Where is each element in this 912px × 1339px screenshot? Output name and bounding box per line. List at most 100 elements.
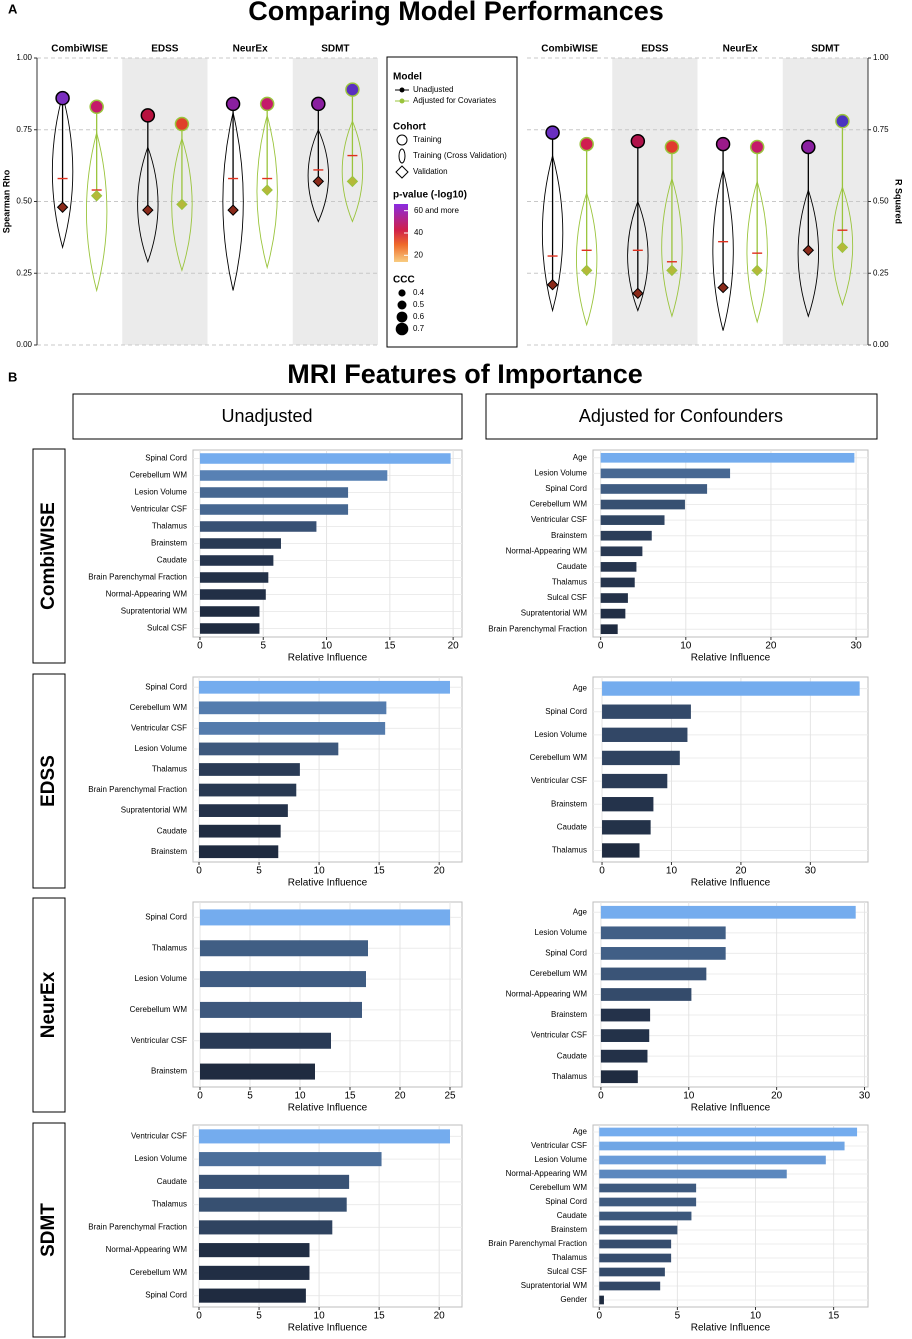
violin bbox=[746, 179, 768, 324]
category-label: Sulcal CSF bbox=[547, 593, 587, 602]
validation-point bbox=[717, 281, 729, 294]
category-label: Ventricular CSF bbox=[131, 1131, 187, 1140]
validation-point bbox=[90, 190, 103, 202]
bar bbox=[199, 1220, 333, 1235]
row-label: EDSS bbox=[38, 755, 59, 807]
legend-entry: Training bbox=[413, 135, 442, 144]
x-tick-label: 15 bbox=[374, 1311, 386, 1322]
violin bbox=[712, 169, 734, 331]
category-label: Lesion Volume bbox=[135, 488, 188, 497]
column-header-box bbox=[72, 393, 463, 440]
validation-point bbox=[142, 204, 154, 216]
validation-point bbox=[632, 287, 644, 300]
bar bbox=[600, 1049, 648, 1063]
legend-title: Cohort bbox=[393, 122, 426, 133]
bar bbox=[199, 1174, 350, 1189]
bar bbox=[602, 843, 640, 858]
facet-label: NeurEx bbox=[233, 44, 268, 55]
category-label: Spinal Cord bbox=[545, 484, 587, 493]
violin bbox=[661, 176, 683, 318]
x-tick-label: 20 bbox=[448, 641, 460, 652]
x-tick-label: 0 bbox=[197, 641, 203, 652]
x-tick-label: 10 bbox=[314, 1311, 326, 1322]
bar bbox=[200, 971, 366, 988]
x-tick-label: 30 bbox=[851, 641, 863, 652]
column-header: Unadjusted bbox=[221, 406, 312, 426]
x-tick-label: 0 bbox=[598, 1091, 604, 1102]
x-axis-label: Relative Influence bbox=[691, 1323, 771, 1334]
violin bbox=[137, 145, 159, 264]
bar bbox=[600, 988, 692, 1001]
facet-label: CombiWISE bbox=[51, 44, 108, 55]
category-label: Cerebellum WM bbox=[130, 1268, 188, 1277]
bar bbox=[200, 909, 450, 926]
category-label: Cerebellum WM bbox=[530, 500, 588, 509]
legend-symbol bbox=[395, 165, 409, 179]
validation-point bbox=[836, 241, 849, 254]
category-label: Brainstem bbox=[151, 1067, 187, 1076]
x-axis-label: Relative Influence bbox=[691, 878, 771, 889]
validation-point bbox=[176, 198, 188, 211]
validation-point bbox=[666, 264, 678, 277]
bar bbox=[199, 623, 260, 634]
bar bbox=[199, 606, 260, 617]
bar bbox=[600, 577, 635, 588]
column-header: Adjusted for Confounders bbox=[579, 406, 783, 426]
category-label: Lesion Volume bbox=[535, 928, 588, 937]
facet-label: EDSS bbox=[151, 44, 179, 55]
violin bbox=[307, 128, 330, 223]
category-label: Age bbox=[573, 453, 588, 462]
validation-point bbox=[56, 201, 69, 213]
bar bbox=[602, 727, 688, 742]
column-header-box bbox=[485, 393, 878, 440]
x-tick-label: 20 bbox=[394, 1091, 406, 1102]
category-label: Brain Parenchymal Fraction bbox=[88, 1222, 187, 1231]
training-point bbox=[835, 113, 850, 129]
category-label: Age bbox=[573, 684, 588, 693]
panel-letter: B bbox=[8, 369, 17, 384]
bar bbox=[602, 773, 668, 789]
legend-title: Model bbox=[393, 72, 422, 83]
color-bar-label: 40 bbox=[414, 228, 423, 237]
bar bbox=[600, 905, 856, 919]
category-label: Brainstem bbox=[551, 799, 587, 808]
bar bbox=[599, 1253, 672, 1263]
validation-point bbox=[802, 244, 815, 256]
x-tick-label: 20 bbox=[434, 866, 446, 877]
facet-label: EDSS bbox=[641, 44, 669, 55]
bar bbox=[599, 1295, 604, 1305]
ccc-size bbox=[398, 289, 406, 297]
ccc-size bbox=[396, 311, 408, 323]
x-axis-label: Relative Influence bbox=[288, 878, 368, 889]
category-label: Sulcal CSF bbox=[147, 624, 187, 633]
ccc-label: 0.7 bbox=[413, 324, 425, 333]
bar bbox=[199, 453, 451, 464]
category-label: Ventricular CSF bbox=[531, 1141, 587, 1150]
bar bbox=[200, 940, 368, 957]
panel-letter: A bbox=[8, 1, 18, 16]
training-point bbox=[630, 133, 646, 149]
training-point bbox=[801, 139, 816, 155]
category-label: Caudate bbox=[157, 1177, 188, 1186]
legend-entry: Unadjusted bbox=[413, 85, 453, 94]
x-axis-label: Relative Influence bbox=[288, 1103, 368, 1114]
y-tick-label: 0.50 bbox=[873, 197, 889, 206]
category-label: Spinal Cord bbox=[545, 1197, 587, 1206]
color-bar bbox=[394, 204, 408, 262]
category-label: Cerebellum WM bbox=[530, 969, 588, 978]
plot-frame bbox=[592, 449, 869, 638]
bar bbox=[599, 1127, 858, 1137]
bar bbox=[199, 1152, 382, 1167]
category-label: Brainstem bbox=[151, 539, 187, 548]
ccc-label: 0.4 bbox=[413, 288, 425, 297]
category-label: Ventricular CSF bbox=[531, 515, 587, 524]
ccc-label: 0.5 bbox=[413, 300, 425, 309]
bar bbox=[199, 742, 339, 756]
bar bbox=[199, 824, 281, 838]
y-tick-label: 0.00 bbox=[16, 340, 32, 349]
bar bbox=[199, 572, 269, 583]
bar bbox=[199, 521, 317, 532]
bar bbox=[602, 797, 654, 812]
bar bbox=[199, 845, 279, 859]
category-label: Supratentorial WM bbox=[121, 607, 188, 616]
